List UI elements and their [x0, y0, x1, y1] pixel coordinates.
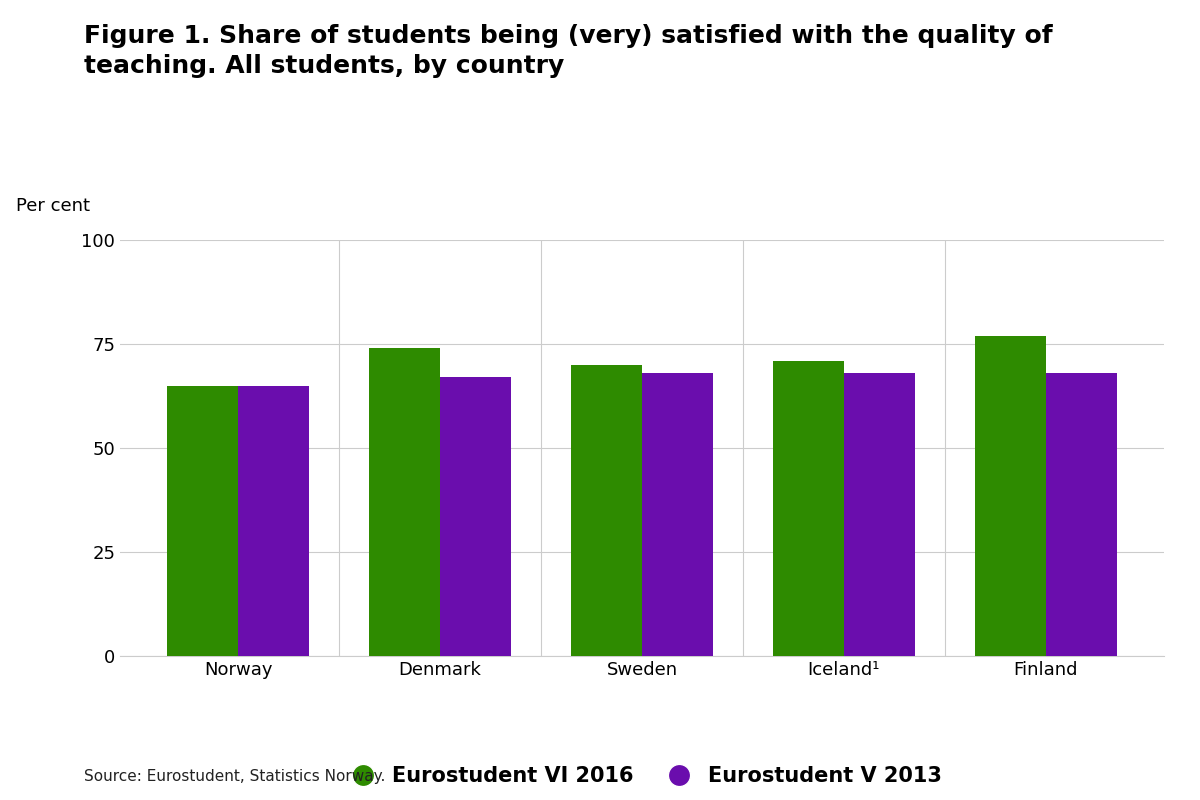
Bar	[440, 378, 511, 656]
Text: Per cent: Per cent	[16, 197, 90, 215]
Bar	[571, 365, 642, 656]
Text: Source: Eurostudent, Statistics Norway.: Source: Eurostudent, Statistics Norway.	[84, 769, 385, 784]
Bar	[370, 348, 440, 656]
Bar	[1046, 373, 1116, 656]
Legend: Eurostudent VI 2016, Eurostudent V 2013: Eurostudent VI 2016, Eurostudent V 2013	[334, 758, 950, 794]
Bar	[844, 373, 914, 656]
Text: Figure 1. Share of students being (very) satisfied with the quality of
teaching.: Figure 1. Share of students being (very)…	[84, 24, 1052, 78]
Bar	[238, 386, 308, 656]
Bar	[642, 373, 713, 656]
Bar	[773, 361, 844, 656]
Bar	[168, 386, 238, 656]
Bar	[976, 336, 1046, 656]
